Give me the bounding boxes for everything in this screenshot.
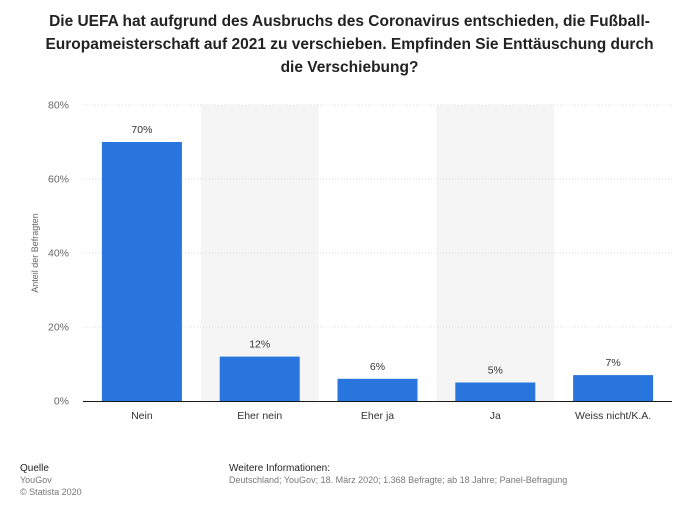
bar-value-label: 12%: [249, 339, 270, 351]
source-name[interactable]: YouGov: [20, 475, 52, 485]
x-tick-label: Nein: [131, 410, 153, 422]
y-tick-label: 20%: [48, 322, 69, 334]
chart-title-line-3: die Verschiebung?: [280, 59, 419, 76]
y-axis-title: Anteil der Befragten: [30, 213, 40, 293]
bar: [219, 356, 300, 401]
x-tick-label: Ja: [490, 410, 501, 422]
y-tick-label: 40%: [48, 248, 69, 260]
chart-title-line-2: Europameisterschaft auf 2021 zu verschie…: [45, 36, 654, 53]
x-tick-label: Eher ja: [361, 410, 394, 422]
source-block: Quelle YouGov © Statista 2020: [20, 463, 82, 498]
y-tick-label: 0%: [54, 396, 69, 408]
info-heading: Weitere Informationen:: [229, 463, 330, 474]
bar-value-label: 6%: [370, 361, 385, 373]
info-block: Weitere Informationen: Deutschland; YouG…: [229, 463, 567, 487]
info-text: Deutschland; YouGov; 18. März 2020; 1.36…: [229, 475, 568, 485]
bar: [573, 375, 654, 401]
bar-value-label: 7%: [606, 357, 621, 369]
x-tick-label: Weiss nicht/K.A.: [575, 410, 651, 422]
background-band: [436, 105, 555, 401]
bar-value-label: 70%: [131, 124, 152, 136]
bar: [337, 378, 418, 401]
chart-title-line-1: Die UEFA hat aufgrund des Ausbruchs des …: [49, 13, 650, 30]
chart-title: Die UEFA hat aufgrund des Ausbruchs des …: [20, 10, 679, 79]
copyright: © Statista 2020: [20, 486, 82, 497]
bar: [455, 382, 536, 401]
source-heading: Quelle: [20, 463, 49, 474]
background-band: [200, 105, 319, 401]
y-tick-label: 60%: [48, 174, 69, 186]
bar-value-label: 5%: [488, 365, 503, 377]
x-tick-label: Eher nein: [237, 410, 282, 422]
y-tick-label: 80%: [48, 100, 69, 112]
bar: [101, 142, 182, 401]
